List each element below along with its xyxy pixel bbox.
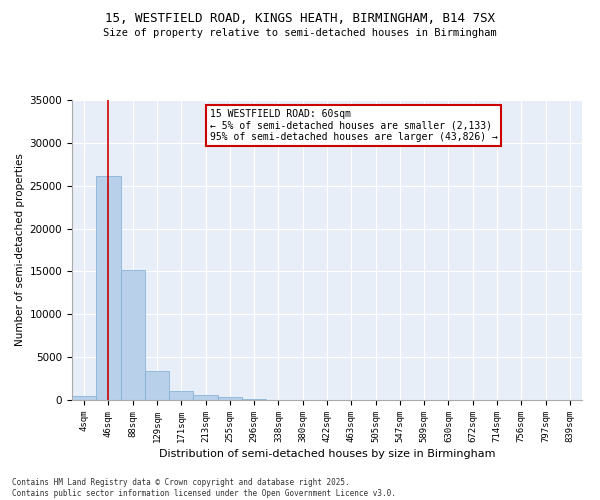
Bar xyxy=(121,270,145,400)
Bar xyxy=(96,176,121,400)
Bar xyxy=(72,396,96,400)
Y-axis label: Number of semi-detached properties: Number of semi-detached properties xyxy=(16,154,25,346)
Text: Size of property relative to semi-detached houses in Birmingham: Size of property relative to semi-detach… xyxy=(103,28,497,38)
Bar xyxy=(193,396,218,400)
X-axis label: Distribution of semi-detached houses by size in Birmingham: Distribution of semi-detached houses by … xyxy=(159,449,495,459)
Text: 15, WESTFIELD ROAD, KINGS HEATH, BIRMINGHAM, B14 7SX: 15, WESTFIELD ROAD, KINGS HEATH, BIRMING… xyxy=(105,12,495,26)
Bar xyxy=(145,372,169,400)
Bar xyxy=(169,390,193,400)
Text: Contains HM Land Registry data © Crown copyright and database right 2025.
Contai: Contains HM Land Registry data © Crown c… xyxy=(12,478,396,498)
Bar xyxy=(218,398,242,400)
Text: 15 WESTFIELD ROAD: 60sqm
← 5% of semi-detached houses are smaller (2,133)
95% of: 15 WESTFIELD ROAD: 60sqm ← 5% of semi-de… xyxy=(210,109,497,142)
